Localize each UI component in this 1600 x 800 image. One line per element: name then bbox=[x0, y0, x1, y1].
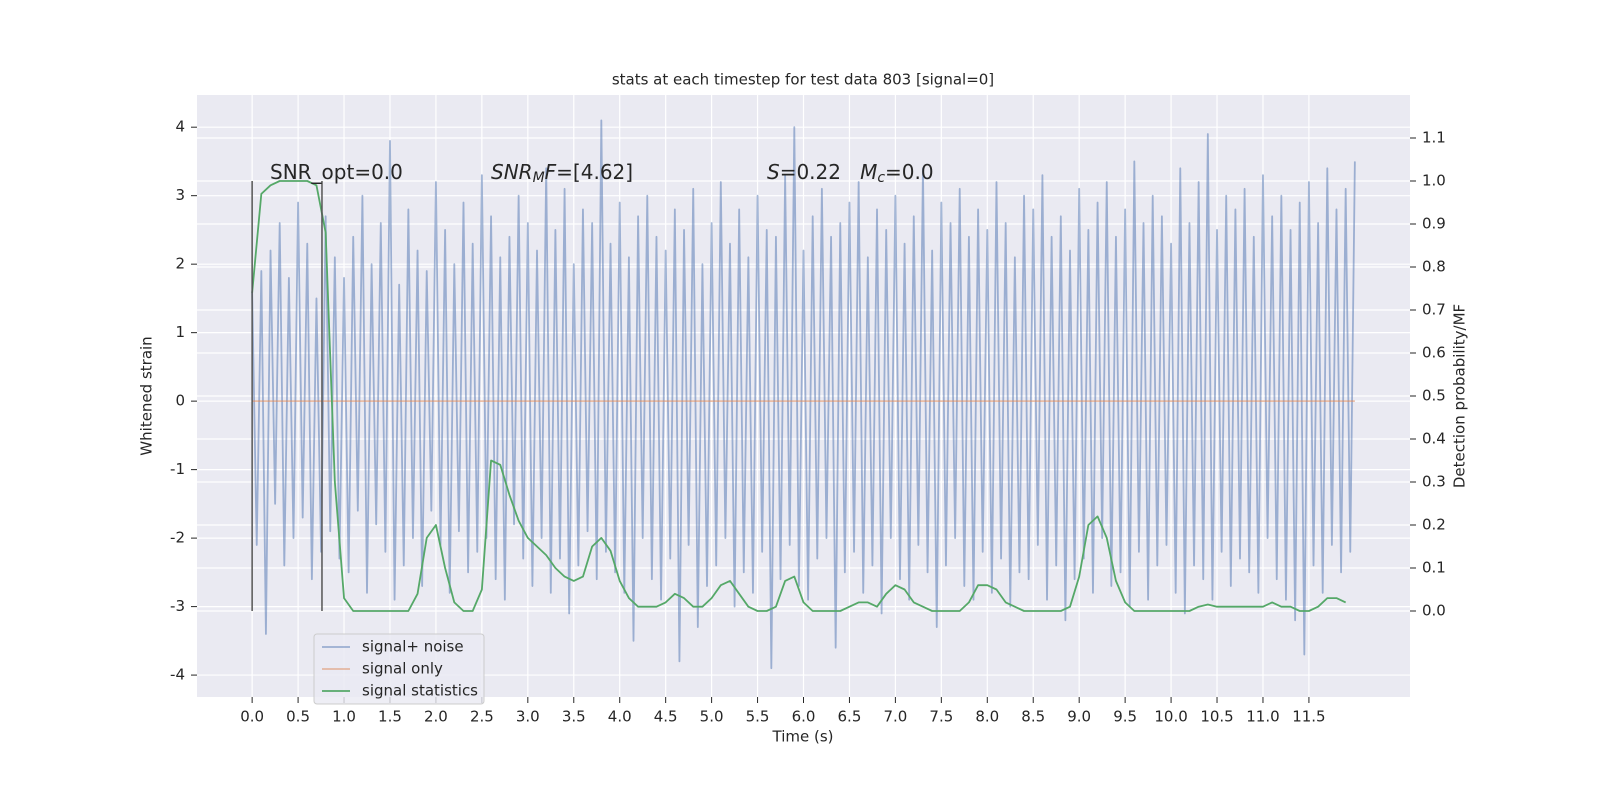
y2-tick-label: 0.6 bbox=[1422, 344, 1446, 362]
annotation-part: S bbox=[767, 160, 780, 184]
annotation-part: =[4.62] bbox=[556, 160, 633, 184]
y2-tick-label: 0.5 bbox=[1422, 387, 1446, 405]
y2-tick-label: 0.2 bbox=[1422, 516, 1446, 534]
x-axis-label: Time (s) bbox=[772, 728, 834, 746]
y-tick-label: 2 bbox=[175, 255, 185, 273]
legend-label: signal only bbox=[362, 660, 443, 678]
x-tick-label: 7.0 bbox=[883, 708, 907, 726]
chart-title: stats at each timestep for test data 803… bbox=[612, 71, 994, 89]
x-tick-label: 0.5 bbox=[286, 708, 310, 726]
y-tick-label: -2 bbox=[170, 529, 185, 547]
y2-tick-label: 1.1 bbox=[1422, 129, 1446, 147]
y-tick-label: 4 bbox=[175, 118, 185, 136]
y2-tick-label: 0.7 bbox=[1422, 301, 1446, 319]
y2-tick-label: 0.4 bbox=[1422, 430, 1446, 448]
y2-tick-label: 0.9 bbox=[1422, 215, 1446, 233]
x-tick-label: 5.5 bbox=[746, 708, 770, 726]
y2-tick-label: 0.3 bbox=[1422, 473, 1446, 491]
annotation-part: SNR bbox=[491, 160, 533, 184]
y-tick-label: -4 bbox=[170, 666, 185, 684]
x-tick-label: 6.5 bbox=[838, 708, 862, 726]
series-line bbox=[251, 180, 1347, 612]
y2-tick-label: 0.8 bbox=[1422, 258, 1446, 276]
x-tick-label: 7.5 bbox=[929, 708, 953, 726]
y2-axis-label: Detection probability/MF bbox=[1451, 304, 1469, 488]
x-tick-label: 3.5 bbox=[562, 708, 586, 726]
x-tick-label: 8.5 bbox=[1021, 708, 1045, 726]
annotation: SNR_opt=0.0 bbox=[270, 160, 403, 184]
y-tick-label: 3 bbox=[175, 186, 185, 204]
x-tick-label: 1.5 bbox=[378, 708, 402, 726]
x-tick-label: 11.0 bbox=[1246, 708, 1279, 726]
series-line bbox=[251, 119, 1356, 670]
x-tick-label: 5.0 bbox=[700, 708, 724, 726]
y-tick-label: 1 bbox=[175, 323, 185, 341]
legend-label: signal statistics bbox=[362, 682, 478, 700]
legend-label: signal+ noise bbox=[362, 638, 464, 656]
x-tick-label: 9.0 bbox=[1067, 708, 1091, 726]
annotation-part: F bbox=[545, 160, 557, 184]
x-tick-label: 6.0 bbox=[792, 708, 816, 726]
x-tick-label: 10.0 bbox=[1154, 708, 1187, 726]
x-tick-label: 11.5 bbox=[1292, 708, 1325, 726]
x-tick-label: 2.5 bbox=[470, 708, 494, 726]
y-axis-label: Whitened strain bbox=[138, 336, 156, 455]
annotation: S=0.22 Mc=0.0 bbox=[767, 160, 934, 187]
y2-tick-label: 0.0 bbox=[1422, 602, 1446, 620]
annotation-part: =0.22 bbox=[780, 160, 860, 184]
x-tick-label: 8.0 bbox=[975, 708, 999, 726]
y2-tick-label: 1.0 bbox=[1422, 172, 1446, 190]
x-tick-label: 4.0 bbox=[608, 708, 632, 726]
x-tick-label: 4.5 bbox=[654, 708, 678, 726]
x-tick-label: 3.0 bbox=[516, 708, 540, 726]
y-tick-label: -3 bbox=[170, 597, 185, 615]
x-tick-label: 2.0 bbox=[424, 708, 448, 726]
x-tick-label: 1.0 bbox=[332, 708, 356, 726]
x-tick-label: 9.5 bbox=[1113, 708, 1137, 726]
x-tick-label: 10.5 bbox=[1200, 708, 1233, 726]
y-tick-label: 0 bbox=[175, 392, 185, 410]
legend-box bbox=[313, 633, 485, 705]
annotation-part: c bbox=[877, 170, 885, 186]
annotation-part: =0.0 bbox=[885, 160, 934, 184]
annotation-part: SNR_opt=0.0 bbox=[270, 160, 403, 184]
annotation-part: M bbox=[860, 160, 877, 184]
y-tick-label: -1 bbox=[170, 460, 185, 478]
y2-tick-label: 0.1 bbox=[1422, 559, 1446, 577]
x-tick-label: 0.0 bbox=[240, 708, 264, 726]
annotation: SNRMF=[4.62] bbox=[491, 160, 633, 187]
annotation-part: M bbox=[533, 170, 545, 186]
